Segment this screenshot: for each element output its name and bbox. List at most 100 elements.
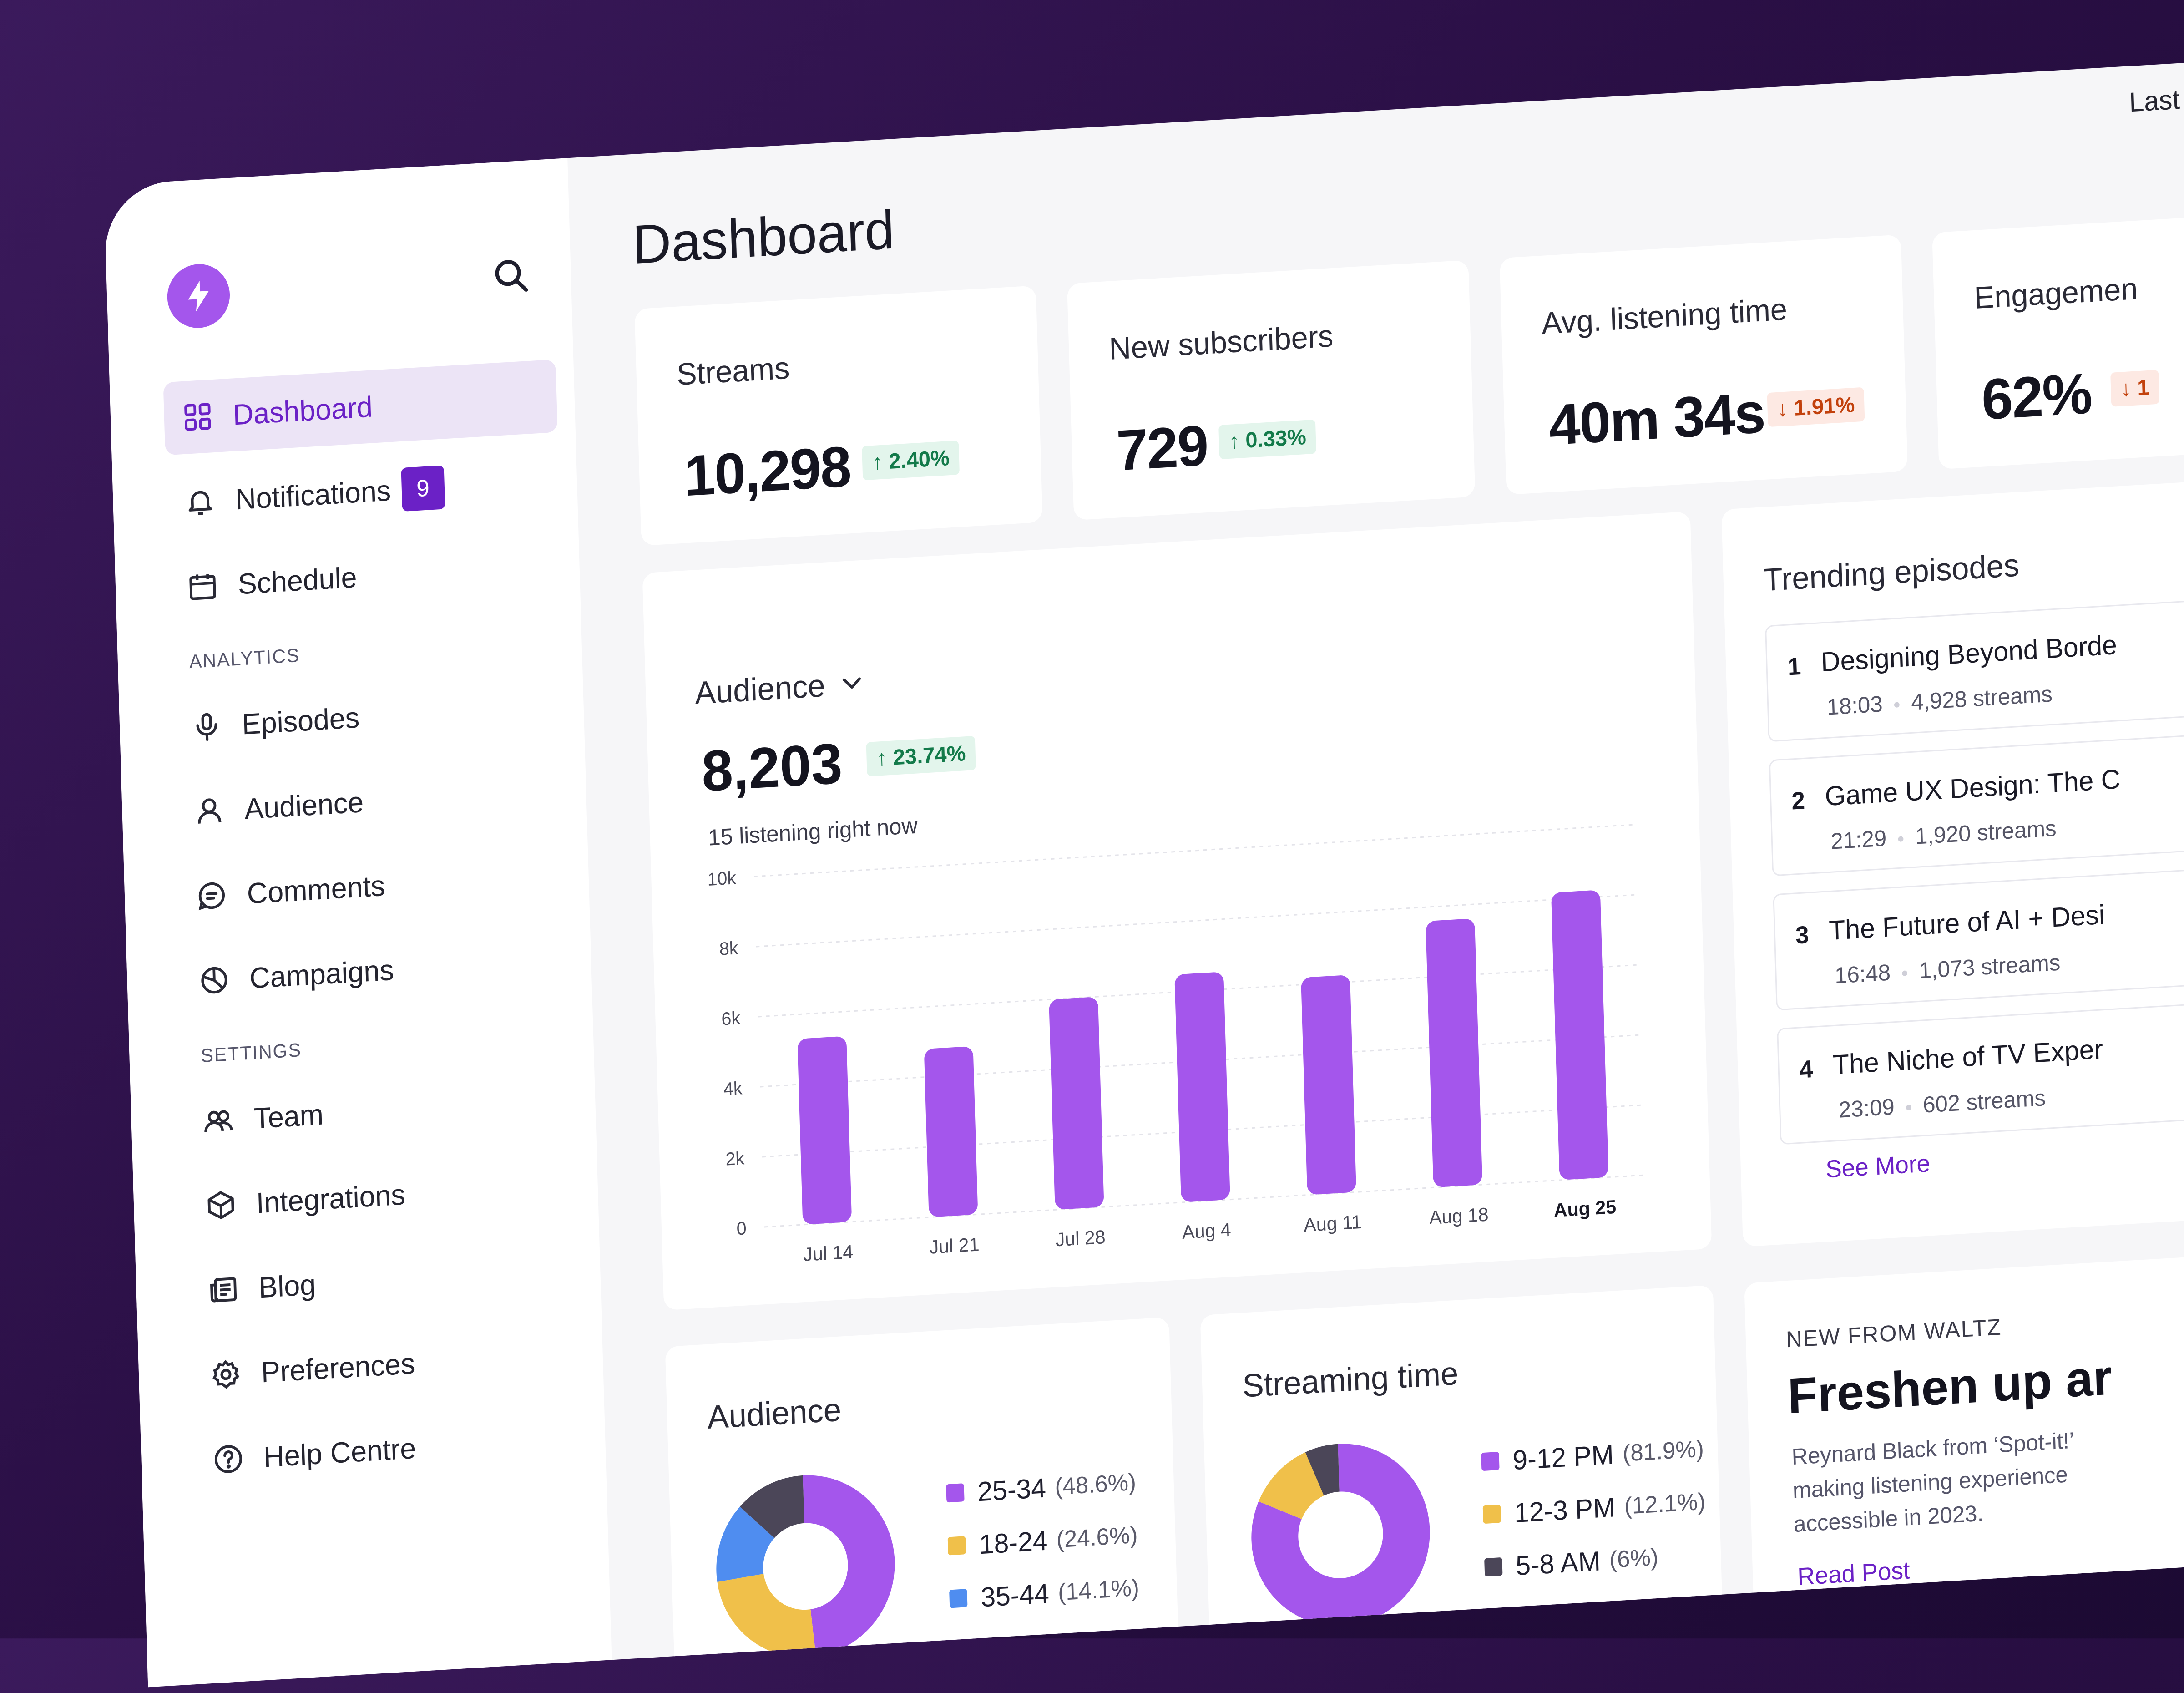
trending-episodes-card: Trending episodes 1 Designing Beyond Bor… (1721, 473, 2184, 1247)
analytics-heading: ANALYTICS (171, 629, 564, 674)
bar[interactable] (1551, 890, 1608, 1180)
episode-streams: 602 streams (1922, 1085, 2046, 1118)
bar[interactable] (797, 1036, 852, 1225)
x-tick-label: Jul 14 (803, 1241, 854, 1265)
streaming-time-card: Streaming time 9-12 PM(81.9%) 12-3 PM(12… (1200, 1285, 1725, 1688)
episode-title: The Future of AI + Desi (1829, 899, 2105, 947)
stat-value: 40m 34s (1548, 380, 1765, 458)
message-icon (196, 879, 228, 912)
sidebar-item-label: Episodes (242, 700, 360, 741)
donut-slice[interactable] (803, 1470, 898, 1657)
stat-label: Avg. listening time (1541, 291, 1788, 341)
sidebar: Dashboard Notifications 9 Schedule ANALY… (104, 158, 612, 1687)
episode-meta: 23:09 602 streams (1838, 1085, 2046, 1123)
legend-percent: (12.1%) (1624, 1488, 1706, 1520)
x-tick-label: Jul 21 (929, 1233, 980, 1258)
notification-count-badge: 9 (401, 465, 445, 512)
separator-dot (1906, 1105, 1911, 1110)
sidebar-item-dashboard[interactable]: Dashboard (163, 360, 558, 456)
sidebar-item-blog[interactable]: Blog (189, 1232, 583, 1328)
sidebar-item-label: Campaigns (249, 953, 394, 995)
stat-delta-badge: ↓ 1 (2110, 370, 2159, 407)
user-icon (193, 794, 226, 828)
app-window: Dashboard Notifications 9 Schedule ANALY… (104, 54, 2184, 1688)
stat-delta-badge: ↓ 1.91% (1767, 387, 1865, 427)
bar[interactable] (1301, 975, 1356, 1195)
y-tick-label: 8k (719, 938, 738, 959)
sidebar-item-label: Team (253, 1097, 324, 1135)
sidebar-item-label: Notifications (235, 473, 391, 516)
audience-breakdown-title: Audience (707, 1391, 842, 1436)
streaming-time-title: Streaming time (1242, 1355, 1459, 1405)
sidebar-item-help-centre[interactable]: Help Centre (194, 1402, 588, 1498)
audience-donut-chart (709, 1465, 902, 1668)
episode-streams: 1,920 streams (1915, 816, 2057, 849)
sidebar-item-notifications[interactable]: Notifications 9 (166, 444, 560, 540)
sidebar-item-campaigns[interactable]: Campaigns (180, 923, 574, 1019)
stat-delta-badge: ↑ 0.33% (1218, 420, 1316, 460)
delta-value: 1.91% (1794, 393, 1855, 421)
legend-swatch (1483, 1505, 1501, 1524)
episode-title: The Niche of TV Exper (1832, 1033, 2103, 1080)
donut-slice[interactable] (717, 1571, 816, 1663)
read-post-link[interactable]: Read Post (1797, 1556, 1911, 1591)
date-range-selector[interactable]: Last (2129, 84, 2180, 118)
legend-swatch (1484, 1557, 1502, 1576)
episode-title: Designing Beyond Borde (1820, 629, 2118, 678)
bar[interactable] (1426, 918, 1482, 1188)
users-icon (202, 1104, 235, 1137)
sidebar-item-team[interactable]: Team (184, 1063, 578, 1159)
audience-chart-card: Audience 8,203 ↑ 23.74% 15 listening rig… (642, 512, 1712, 1311)
legend-percent: (48.6%) (1055, 1469, 1137, 1501)
bar[interactable] (1049, 997, 1104, 1210)
sidebar-item-audience[interactable]: Audience (175, 754, 569, 850)
see-more-link[interactable]: See More (1825, 1149, 1931, 1184)
news-card: NEW FROM WALTZ Freshen up ar Reynard Bla… (1744, 1247, 2184, 1688)
microphone-icon (191, 710, 223, 743)
sidebar-nav: Dashboard Notifications 9 Schedule ANALY… (163, 360, 589, 1510)
episode-duration: 23:09 (1838, 1094, 1895, 1122)
stage: Dashboard Notifications 9 Schedule ANALY… (0, 0, 2184, 1638)
search-button[interactable] (490, 253, 531, 297)
chevron-down-icon (838, 669, 866, 698)
sidebar-item-integrations[interactable]: Integrations (187, 1148, 581, 1244)
stat-value: 729 (1116, 412, 1208, 484)
legend-label: 18-24 (979, 1525, 1048, 1560)
legend-swatch (948, 1536, 966, 1555)
bar[interactable] (1174, 972, 1230, 1202)
y-tick-label: 0 (736, 1218, 747, 1239)
delta-value: 2.40% (889, 446, 950, 474)
sidebar-item-schedule[interactable]: Schedule (168, 529, 563, 625)
separator-dot (1902, 970, 1907, 976)
app-logo[interactable] (167, 262, 231, 329)
stat-label: New subscribers (1108, 318, 1334, 367)
pie-chart-icon (198, 963, 231, 997)
sidebar-item-comments[interactable]: Comments (177, 838, 572, 934)
legend-item: 35-44(14.1%) (949, 1561, 1140, 1626)
stat-card-avg-listening-time: Avg. listening time 40m 34s ↓ 1.91% (1500, 234, 1908, 495)
search-icon (490, 253, 531, 297)
main-content: Dashboard Last Streams 10,298 ↑ 2.40% Ne… (567, 54, 2184, 1660)
stat-label: Engagemen (1974, 271, 2138, 316)
delta-value: 0.33% (1245, 425, 1307, 453)
news-body: Reynard Black from ‘Spot-it!’ making lis… (1791, 1422, 2098, 1541)
audience-dropdown[interactable]: Audience (694, 665, 866, 711)
episode-title: Game UX Design: The C (1825, 763, 2121, 812)
x-tick-label: Aug 11 (1304, 1211, 1362, 1236)
delta-value: 1 (2137, 375, 2150, 400)
sidebar-item-label: Integrations (256, 1177, 406, 1220)
donut-slice[interactable] (1249, 1439, 1433, 1631)
y-tick-label: 6k (721, 1008, 741, 1029)
bar[interactable] (924, 1046, 978, 1217)
legend-swatch (946, 1483, 964, 1502)
sidebar-item-preferences[interactable]: Preferences (192, 1317, 586, 1413)
sidebar-item-label: Preferences (261, 1347, 415, 1389)
sidebar-item-episodes[interactable]: Episodes (172, 669, 567, 765)
help-circle-icon (212, 1442, 245, 1476)
